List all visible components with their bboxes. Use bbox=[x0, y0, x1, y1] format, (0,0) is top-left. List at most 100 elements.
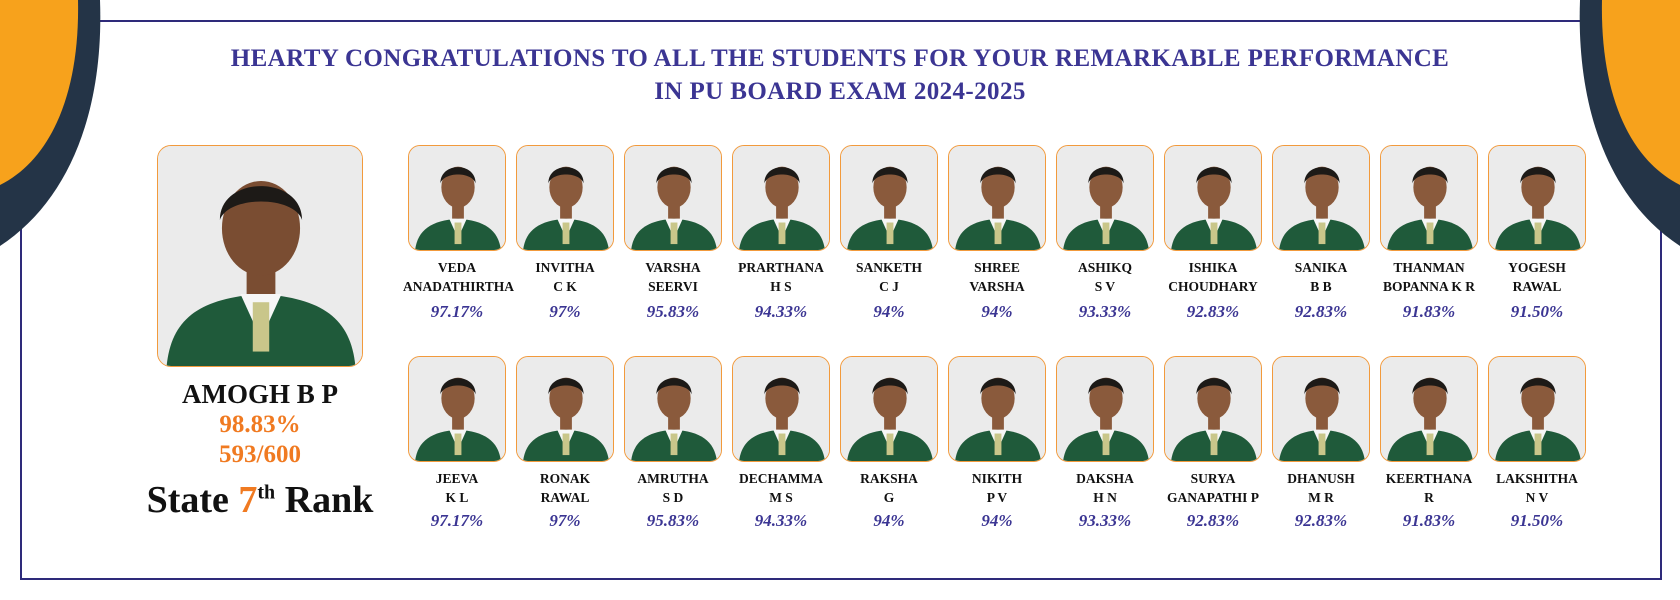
student-portrait-image bbox=[1489, 357, 1585, 461]
student-card: RONAK RAWAL 97% bbox=[511, 356, 619, 531]
rank-word: Rank bbox=[284, 479, 374, 521]
student-card: DHANUSH M R 92.83% bbox=[1267, 356, 1375, 531]
student-photo bbox=[732, 145, 830, 251]
students-row-2: JEEVA K L 97.17% RONAK RAWAL 97% AMRUTHA S D 95.… bbox=[403, 356, 1591, 531]
student-photo bbox=[516, 145, 614, 251]
student-card: SURYA GANAPATHI P 92.83% bbox=[1159, 356, 1267, 531]
student-name-line-1: DAKSHA bbox=[1076, 471, 1134, 486]
student-percentage: 94% bbox=[981, 302, 1013, 321]
student-portrait-image bbox=[1165, 357, 1261, 461]
student-name-line-1: ISHIKA bbox=[1188, 260, 1238, 275]
student-name-line-2: R bbox=[1424, 490, 1434, 505]
student-name-line-1: ASHIKQ bbox=[1077, 260, 1132, 275]
student-photo bbox=[948, 356, 1046, 462]
student-name-line-2: ANADATHIRTHA bbox=[403, 279, 515, 294]
student-card: DAKSHA H N 93.33% bbox=[1051, 356, 1159, 531]
student-percentage: 92.83% bbox=[1294, 511, 1348, 530]
student-name-line-2: SEERVI bbox=[648, 279, 698, 294]
student-percentage: 95.83% bbox=[646, 302, 700, 321]
student-portrait-image bbox=[1165, 146, 1261, 250]
student-card: THANMAN BOPANNA K R 91.83% bbox=[1375, 145, 1483, 322]
student-name-line-2: B B bbox=[1310, 279, 1332, 294]
student-name-line-2: M S bbox=[769, 490, 793, 505]
headline-line-1: HEARTY CONGRATULATIONS TO ALL THE STUDEN… bbox=[230, 45, 1450, 72]
student-portrait-image bbox=[1273, 357, 1369, 461]
student-portrait-image bbox=[733, 357, 829, 461]
student-percentage: 93.33% bbox=[1078, 302, 1132, 321]
student-name: DHANUSH M R bbox=[1267, 469, 1375, 507]
student-name-line-1: INVITHA bbox=[535, 260, 595, 275]
student-name-line-2: CHOUDHARY bbox=[1168, 279, 1258, 294]
student-portrait-image bbox=[1381, 357, 1477, 461]
student-name-line-2: GANAPATHI P bbox=[1166, 490, 1260, 505]
student-portrait-image bbox=[409, 357, 505, 461]
student-name-line-1: SHREE bbox=[974, 260, 1020, 275]
student-photo bbox=[408, 356, 506, 462]
student-portrait-image bbox=[841, 357, 937, 461]
student-photo bbox=[408, 145, 506, 251]
student-percentage: 95.83% bbox=[646, 511, 700, 530]
student-percentage: 92.83% bbox=[1186, 511, 1240, 530]
student-name-line-2: RAWAL bbox=[1512, 279, 1562, 294]
student-name: SANKETH C J bbox=[835, 258, 943, 296]
student-percentage: 94.33% bbox=[754, 511, 808, 530]
student-name: PRARTHANA H S bbox=[727, 258, 835, 296]
student-name-line-1: AMRUTHA bbox=[637, 471, 709, 486]
student-photo bbox=[732, 356, 830, 462]
student-card: YOGESH RAWAL 91.50% bbox=[1483, 145, 1591, 322]
student-percentage: 91.83% bbox=[1402, 302, 1456, 321]
student-portrait-image bbox=[1057, 146, 1153, 250]
student-name-line-1: VARSHA bbox=[645, 260, 701, 275]
student-name-line-1: THANMAN bbox=[1393, 260, 1465, 275]
student-name-line-1: DHANUSH bbox=[1287, 471, 1355, 486]
student-card: DECHAMMA M S 94.33% bbox=[727, 356, 835, 531]
student-name-line-2: G bbox=[883, 490, 895, 505]
student-percentage: 92.83% bbox=[1294, 302, 1348, 321]
student-photo bbox=[624, 356, 722, 462]
student-photo bbox=[840, 356, 938, 462]
student-percentage: 97.17% bbox=[430, 511, 484, 530]
student-name-line-2: S V bbox=[1094, 279, 1116, 294]
student-name-line-1: DECHAMMA bbox=[739, 471, 823, 486]
student-photo bbox=[1056, 356, 1154, 462]
decorative-corner-right bbox=[1579, 0, 1680, 246]
student-name: AMRUTHA S D bbox=[619, 469, 727, 507]
student-photo bbox=[624, 145, 722, 251]
student-portrait-image bbox=[517, 146, 613, 250]
student-name: NIKITH P V bbox=[943, 469, 1051, 507]
student-portrait-image bbox=[1381, 146, 1477, 250]
student-name-line-1: LAKSHITHA bbox=[1496, 471, 1578, 486]
student-name-line-2: BOPANNA K R bbox=[1382, 279, 1475, 294]
student-name-line-1: VEDA bbox=[437, 260, 477, 275]
student-photo bbox=[516, 356, 614, 462]
student-name-line-1: KEERTHANA bbox=[1385, 471, 1473, 486]
topper-percentage: 98.83% bbox=[219, 411, 301, 438]
student-name-line-1: PRARTHANA bbox=[738, 260, 824, 275]
student-photo bbox=[1380, 145, 1478, 251]
student-portrait-image bbox=[625, 146, 721, 250]
student-name-line-1: SURYA bbox=[1190, 471, 1236, 486]
student-photo bbox=[1488, 356, 1586, 462]
student-percentage: 91.50% bbox=[1510, 302, 1564, 321]
student-card: KEERTHANA R 91.83% bbox=[1375, 356, 1483, 531]
student-portrait-image bbox=[1273, 146, 1369, 250]
student-name-line-2: C K bbox=[553, 279, 577, 294]
student-name-line-1: NIKITH bbox=[971, 471, 1023, 486]
student-percentage: 91.83% bbox=[1402, 511, 1456, 530]
student-card: ASHIKQ S V 93.33% bbox=[1051, 145, 1159, 322]
student-portrait-image bbox=[949, 146, 1045, 250]
student-photo bbox=[1380, 356, 1478, 462]
student-photo bbox=[948, 145, 1046, 251]
student-card: VEDA ANADATHIRTHA 97.17% bbox=[403, 145, 515, 322]
student-name: SANIKA B B bbox=[1267, 258, 1375, 296]
student-portrait-image bbox=[841, 146, 937, 250]
student-name-line-2: VARSHA bbox=[969, 279, 1025, 294]
topper-state-rank: State 7th Rank bbox=[95, 478, 425, 522]
student-name-line-1: RONAK bbox=[539, 471, 591, 486]
student-portrait-image bbox=[517, 357, 613, 461]
student-card: AMRUTHA S D 95.83% bbox=[619, 356, 727, 531]
student-name-line-2: RAWAL bbox=[540, 490, 590, 505]
student-name: VARSHA SEERVI bbox=[619, 258, 727, 296]
student-portrait-image bbox=[409, 146, 505, 250]
student-card: SANKETH C J 94% bbox=[835, 145, 943, 322]
